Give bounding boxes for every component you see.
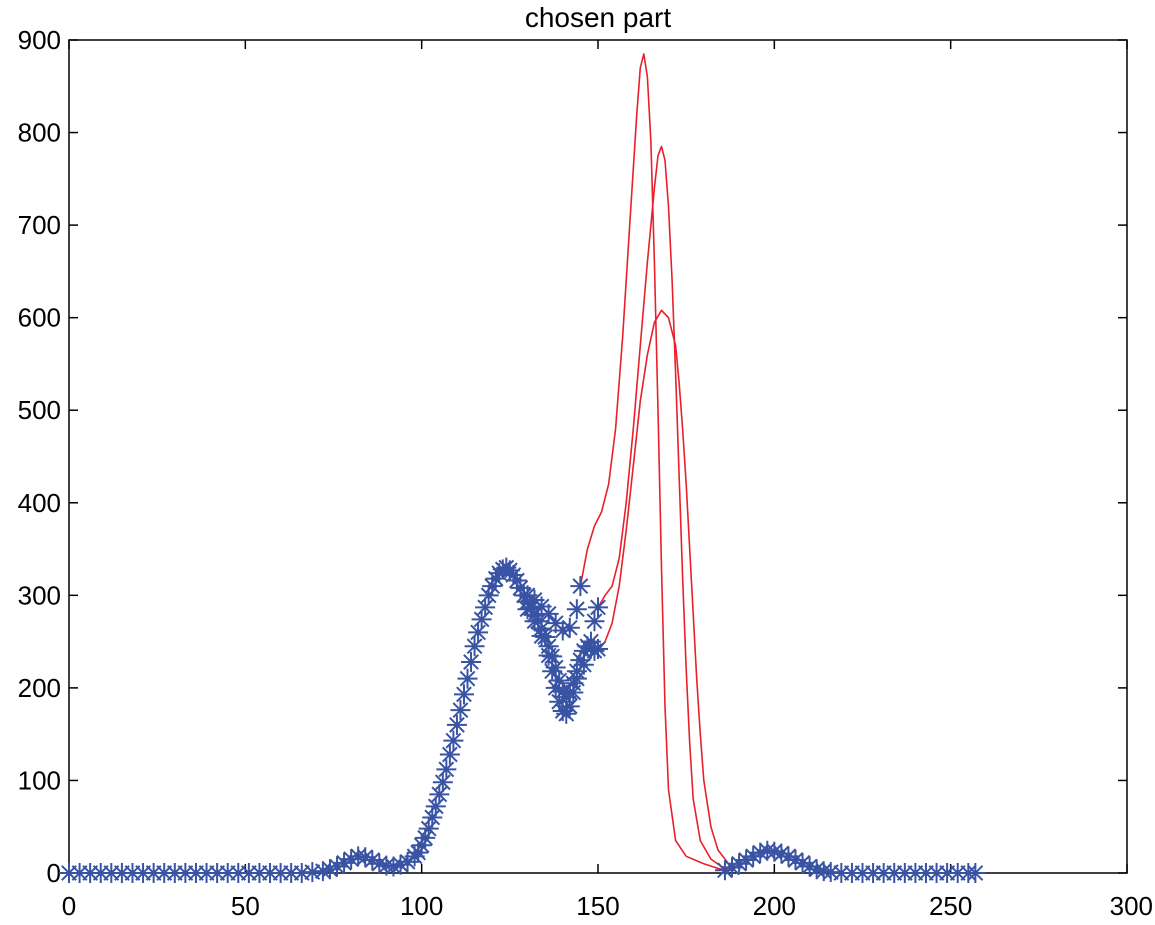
data-point-marker xyxy=(517,599,538,620)
data-point-marker xyxy=(457,668,478,689)
data-point-marker xyxy=(439,744,460,765)
x-tick-label: 50 xyxy=(231,891,260,921)
data-point-marker xyxy=(965,863,986,883)
data-point-marker xyxy=(464,636,485,657)
chart-title: chosen part xyxy=(525,2,672,33)
data-point-marker xyxy=(468,622,489,643)
data-point-marker xyxy=(545,677,566,698)
prediction-line-1 xyxy=(579,53,726,871)
data-point-marker xyxy=(422,807,443,828)
data-point-marker xyxy=(542,661,563,682)
data-point-marker xyxy=(538,645,559,666)
data-point-marker xyxy=(580,631,601,652)
data-point-marker xyxy=(524,611,545,632)
x-tick-label: 250 xyxy=(929,891,972,921)
axes xyxy=(68,39,1128,874)
line-series xyxy=(579,53,740,871)
prediction-line-3 xyxy=(597,309,740,870)
marker-series xyxy=(59,557,986,883)
data-point-marker xyxy=(418,818,439,839)
data-point-marker xyxy=(429,784,450,805)
plot-frame xyxy=(68,39,1128,874)
y-tick-label: 200 xyxy=(18,673,61,703)
data-point-marker xyxy=(570,576,591,597)
data-point-marker xyxy=(450,700,471,721)
prediction-line-2 xyxy=(597,145,733,871)
ticks: 0 50 100 150 200 250 300 0 100 200 300 400 500 600 700… xyxy=(18,25,1153,921)
data-point-marker xyxy=(443,730,464,751)
data-point-marker xyxy=(588,597,608,618)
data-point-marker xyxy=(475,597,496,618)
data-point-marker xyxy=(461,651,482,672)
data-point-marker xyxy=(432,772,453,793)
data-point-marker xyxy=(799,856,820,877)
data-point-marker xyxy=(566,599,587,620)
y-tick-label: 600 xyxy=(18,303,61,333)
data-point-marker xyxy=(573,654,594,675)
data-point-marker xyxy=(584,611,605,632)
y-tick-label: 100 xyxy=(18,765,61,795)
x-tick-label: 300 xyxy=(1110,891,1153,921)
data-point-marker xyxy=(471,609,492,630)
data-point-marker xyxy=(559,617,580,638)
data-point-marker xyxy=(383,856,404,877)
data-point-marker xyxy=(531,626,552,647)
y-tick-label: 500 xyxy=(18,395,61,425)
data-point-marker xyxy=(453,684,474,705)
x-tick-label: 200 xyxy=(753,891,796,921)
data-point-marker xyxy=(327,856,348,877)
data-point-marker xyxy=(415,827,436,848)
y-tick-label: 900 xyxy=(18,25,61,55)
y-tick-label: 0 xyxy=(47,858,61,888)
data-point-marker xyxy=(559,696,580,717)
data-point-marker xyxy=(563,682,584,703)
x-tick-label: 150 xyxy=(576,891,619,921)
y-tick-label: 400 xyxy=(18,488,61,518)
y-tick-label: 300 xyxy=(18,580,61,610)
data-point-marker xyxy=(446,714,467,735)
y-tick-label: 800 xyxy=(18,118,61,148)
x-tick-label: 0 xyxy=(62,891,76,921)
x-tick-label: 100 xyxy=(400,891,443,921)
data-point-marker xyxy=(436,759,457,780)
data-point-marker xyxy=(425,796,446,817)
y-tick-label: 700 xyxy=(18,210,61,240)
